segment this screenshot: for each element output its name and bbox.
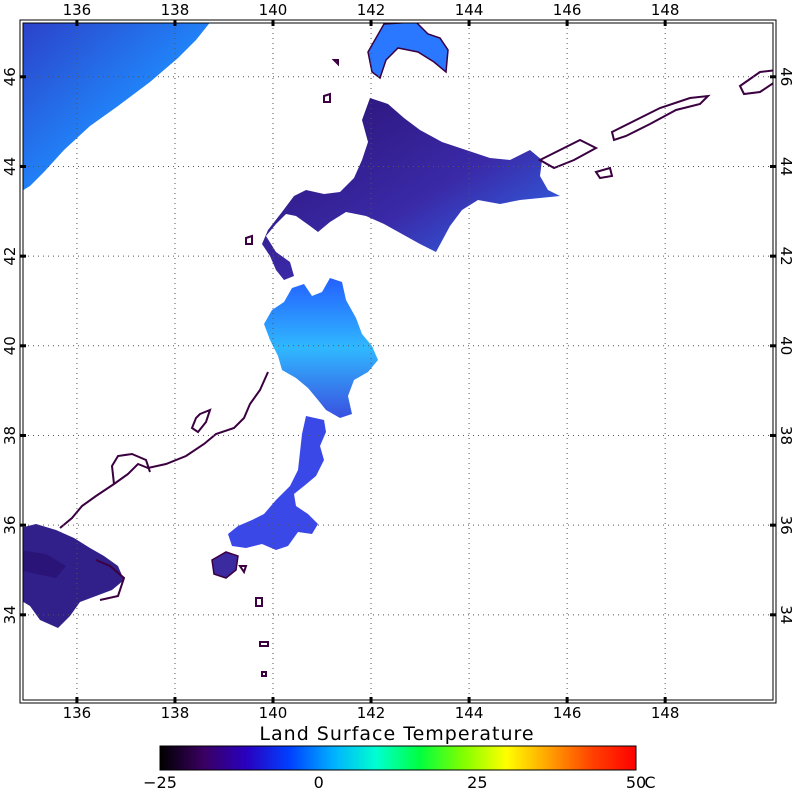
y-tick-label-right: 40 (777, 336, 795, 355)
y-tick-label-left: 36 (1, 516, 19, 535)
y-tick-label-left: 34 (1, 605, 19, 624)
x-tick-label-top: 148 (651, 1, 680, 19)
colorbar-ramp (159, 745, 637, 771)
colorbar-tick-label: 50 (626, 773, 646, 792)
x-axis-top-labels: 136 138 140 142 144 146 148 (63, 1, 680, 19)
honshu-west-outline (59, 371, 269, 529)
colorbar: −25 0 25 50 C (143, 745, 656, 792)
map-title: Land Surface Temperature (259, 723, 534, 745)
x-tick-label-top: 144 (455, 1, 484, 19)
rebun-outline (323, 59, 339, 103)
x-axis-bottom-labels: 136 138 140 142 144 146 148 (63, 704, 680, 722)
colorbar-unit: C (644, 773, 655, 792)
y-tick-label-left: 38 (1, 426, 19, 445)
y-tick-label-left: 42 (1, 247, 19, 266)
sado-island (190, 408, 212, 434)
x-tick-label-bottom: 140 (259, 704, 288, 722)
coastline-layer (59, 59, 773, 677)
map-frame (19, 19, 777, 704)
axis-ticks (20, 20, 776, 703)
graticule (23, 23, 773, 700)
honshu-west (23, 524, 124, 628)
map-inner-frame (22, 22, 774, 701)
x-tick-label-bottom: 148 (651, 704, 680, 722)
kuril-outline (537, 69, 773, 180)
sakhalin (367, 23, 449, 80)
shikoku-strip (23, 550, 66, 578)
y-tick-label-left: 40 (1, 336, 19, 355)
honshu-kanto (228, 416, 326, 550)
y-tick-label-right: 46 (777, 67, 795, 86)
colorbar-tick-label: 25 (467, 773, 487, 792)
x-tick-label-top: 146 (553, 1, 582, 19)
hokkaido (262, 98, 560, 280)
colorbar-tick-label: −25 (143, 773, 177, 792)
y-tick-label-right: 38 (777, 426, 795, 445)
y-tick-label-left: 46 (1, 67, 19, 86)
y-tick-label-right: 34 (777, 605, 795, 624)
x-tick-label-top: 136 (63, 1, 92, 19)
okushiri-outline (245, 234, 253, 245)
x-tick-label-top: 138 (161, 1, 190, 19)
y-tick-label-right: 36 (777, 516, 795, 535)
colorbar-ticks: −25 0 25 50 (143, 773, 646, 792)
y-tick-label-right: 42 (777, 247, 795, 266)
land-surface-layer (23, 23, 560, 628)
izu-peninsula (211, 551, 239, 579)
colorbar-tick-label: 0 (314, 773, 324, 792)
x-tick-label-bottom: 136 (63, 704, 92, 722)
noto-outline (110, 452, 151, 485)
y-tick-label-left: 44 (1, 157, 19, 176)
x-tick-label-top: 142 (357, 1, 386, 19)
asia-mainland (23, 23, 210, 191)
y-tick-label-right: 44 (777, 157, 795, 176)
y-axis-right-labels: 34 36 38 40 42 44 46 (777, 67, 795, 624)
x-tick-label-bottom: 146 (553, 704, 582, 722)
honshu-tohoku (264, 278, 378, 418)
x-tick-label-bottom: 144 (455, 704, 484, 722)
y-axis-left-labels: 34 36 38 40 42 44 46 (1, 67, 19, 624)
x-tick-label-bottom: 138 (161, 704, 190, 722)
south-isles-outline (238, 565, 269, 677)
x-tick-label-bottom: 142 (357, 704, 386, 722)
west-coast-outline (95, 559, 126, 601)
x-tick-label-top: 140 (259, 1, 288, 19)
